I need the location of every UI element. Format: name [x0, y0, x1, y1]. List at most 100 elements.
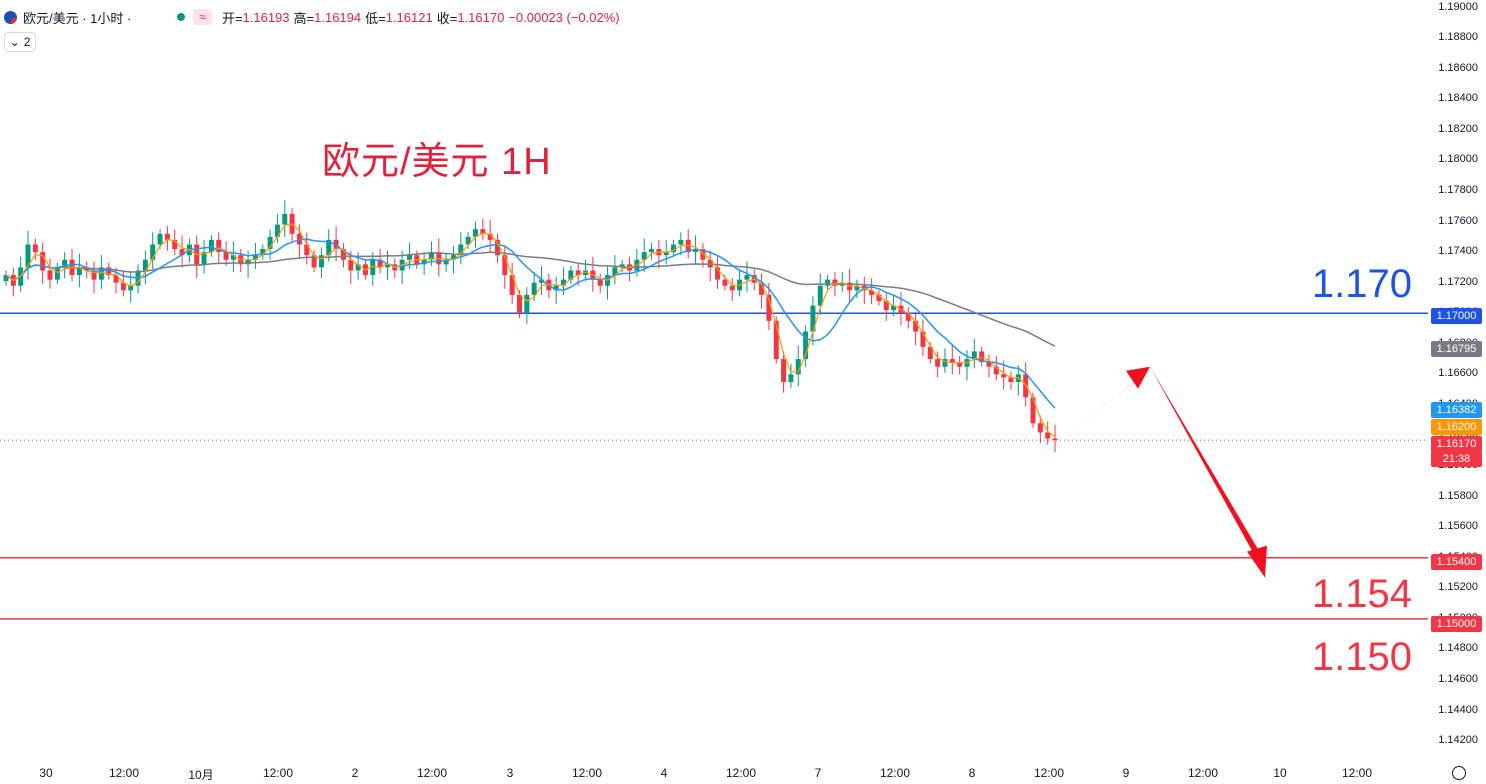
- candle-body: [729, 285, 735, 291]
- candle-body: [825, 279, 831, 286]
- candle-body: [223, 252, 229, 260]
- close-label: 收=: [436, 10, 458, 26]
- candle-body: [458, 244, 464, 256]
- forecast-arrow-down: [1150, 366, 1263, 560]
- candle-body: [494, 239, 500, 256]
- x-tick-1200: 12:00: [416, 766, 448, 780]
- y-tick-label: 1.16600: [1438, 367, 1478, 380]
- candle-body: [927, 346, 933, 360]
- candle-body: [274, 224, 280, 237]
- x-tick-2: 2: [351, 766, 359, 780]
- y-tick-label: 1.18000: [1438, 153, 1478, 166]
- candle-body: [282, 213, 288, 225]
- open-label: 开=: [221, 10, 243, 26]
- candle-body: [1037, 423, 1043, 433]
- candle-body: [91, 270, 97, 280]
- price-tag-last: 1.16170: [1431, 436, 1482, 452]
- candle-body: [671, 244, 677, 253]
- compare-badge[interactable]: ≈: [193, 9, 212, 25]
- x-tick-1200: 12:00: [1187, 766, 1219, 780]
- candle-body: [84, 267, 90, 271]
- candle-body: [935, 359, 941, 367]
- candle-body: [370, 259, 376, 276]
- candle-body: [516, 294, 522, 314]
- candle-body: [487, 233, 493, 240]
- candle-body: [722, 279, 728, 286]
- x-tick-1200: 12:00: [1341, 766, 1373, 780]
- candle-body: [817, 285, 823, 306]
- y-tick-label: 1.14800: [1438, 642, 1478, 655]
- x-tick-3: 3: [506, 766, 514, 780]
- y-tick-label: 1.17400: [1438, 245, 1478, 258]
- candle-body: [172, 239, 178, 250]
- candle-body: [179, 249, 185, 256]
- candle-body: [348, 259, 354, 271]
- candle-body: [62, 259, 68, 268]
- candle-body: [267, 236, 273, 250]
- indicators-toggle-button[interactable]: ⌄ 2: [4, 32, 36, 52]
- candle-body: [854, 285, 860, 291]
- candle-body: [759, 282, 765, 295]
- candle-body: [25, 244, 31, 268]
- y-tick-label: 1.18400: [1438, 92, 1478, 105]
- candle-body: [406, 255, 412, 260]
- candle-body: [443, 259, 449, 265]
- x-tick-7: 7: [814, 766, 822, 780]
- candle-body: [979, 351, 985, 363]
- candle-body: [245, 259, 251, 265]
- candle-body: [377, 259, 383, 268]
- y-tick-label: 1.15600: [1438, 520, 1478, 533]
- high-label: 高=: [293, 10, 315, 26]
- level-label-1150: 1.150: [1311, 635, 1412, 679]
- candle-body: [40, 252, 46, 271]
- x-tick-30: 30: [39, 766, 53, 780]
- candle-body: [201, 252, 207, 265]
- candle-body: [649, 249, 655, 253]
- price-tag-ma-mid: 1.16200: [1431, 419, 1482, 435]
- candle-body: [54, 267, 60, 280]
- candle-body: [561, 279, 567, 286]
- change-value: −0.00023 (−0.02%): [508, 9, 620, 25]
- y-tick-label: 1.14200: [1438, 734, 1478, 747]
- candle-body: [597, 279, 603, 286]
- candle-body: [715, 267, 721, 280]
- candle-body: [612, 267, 618, 276]
- level-label-1170: 1.170: [1311, 262, 1412, 306]
- candle-body: [1001, 374, 1007, 378]
- candle-body: [98, 267, 104, 280]
- candle-body: [150, 244, 156, 260]
- chart-annotation-title: 欧元/美元 1H: [322, 141, 552, 183]
- candle-body: [509, 275, 515, 295]
- symbol-label[interactable]: 欧元/美元 · 1小时 ·: [23, 10, 132, 26]
- candle-body: [216, 239, 222, 253]
- candle-body: [949, 359, 955, 363]
- candle-body: [883, 301, 889, 311]
- price-tag-level-1154: 1.15400: [1431, 554, 1482, 570]
- candle-body: [1030, 397, 1036, 424]
- candle-body: [891, 305, 897, 311]
- candle-body: [208, 239, 214, 253]
- countdown-tag: 21:38: [1431, 451, 1482, 467]
- y-tick-label: 1.17600: [1438, 214, 1478, 227]
- price-tag-ma-fast: 1.16382: [1431, 402, 1482, 418]
- x-tick-10: 10: [1273, 766, 1287, 780]
- candle-body: [304, 244, 310, 256]
- candle-body: [76, 267, 82, 276]
- chevron-down-icon: ⌄: [9, 35, 20, 49]
- x-tick-9: 9: [1122, 766, 1130, 780]
- candle-body: [252, 255, 258, 260]
- candle-body: [568, 270, 574, 280]
- open-value: 1.16193: [242, 9, 290, 25]
- settings-gear-icon[interactable]: [1452, 766, 1466, 780]
- y-tick-label: 1.15800: [1438, 489, 1478, 502]
- candle-body: [810, 305, 816, 332]
- candle-body: [260, 249, 266, 256]
- ma-slow-line: [5, 251, 1056, 347]
- price-tag-level-1170: 1.17000: [1431, 308, 1482, 324]
- candle-body: [957, 362, 963, 367]
- candle-body: [781, 359, 787, 382]
- forecast-arrowhead-up: [1126, 366, 1150, 389]
- candle-body: [384, 264, 390, 268]
- candle-body: [480, 229, 486, 234]
